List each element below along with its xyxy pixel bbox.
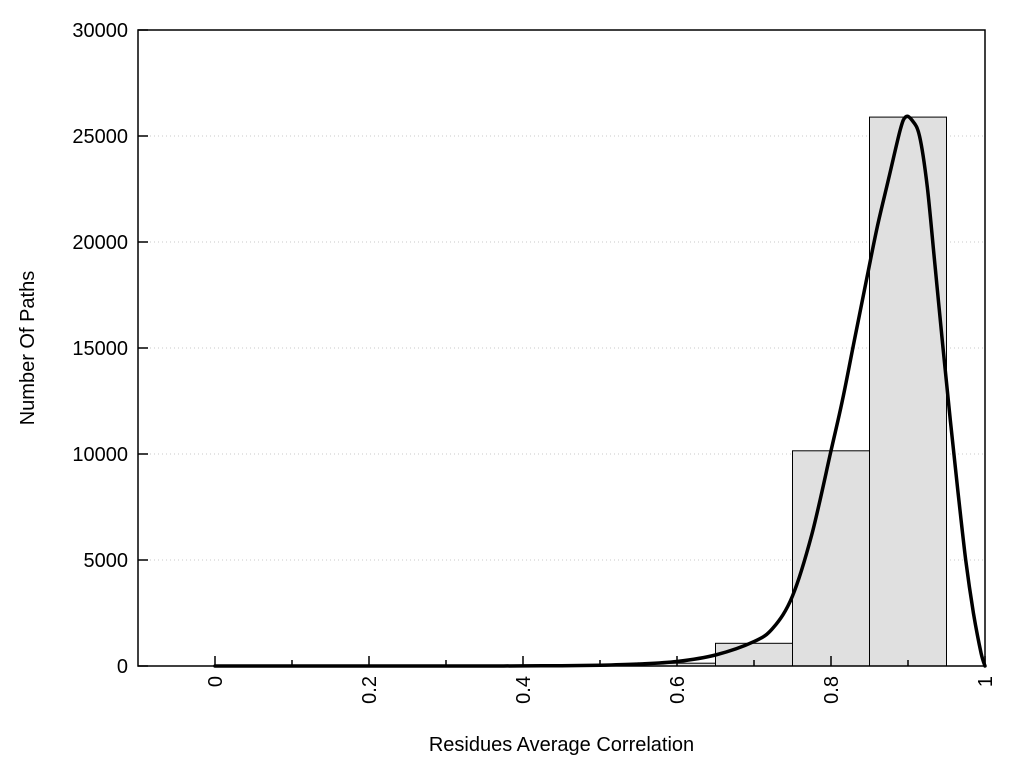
y-axis-title: Number Of Paths — [17, 270, 39, 426]
x-tick-label: 0.2 — [359, 676, 381, 704]
x-axis-title: Residues Average Correlation — [428, 734, 695, 756]
y-tick-label: 25000 — [72, 126, 128, 148]
y-tick-label: 20000 — [72, 232, 128, 254]
x-tick-label: 0.6 — [667, 676, 689, 704]
y-tick-label: 15000 — [72, 338, 128, 360]
histogram-bar — [869, 116, 947, 667]
x-tick-label: 0 — [205, 676, 227, 687]
x-tick-label: 0.8 — [821, 676, 843, 704]
y-tick-label: 0 — [117, 656, 128, 678]
y-tick-label: 30000 — [72, 20, 128, 42]
y-tick-label: 10000 — [72, 444, 128, 466]
y-tick-label: 5000 — [84, 550, 129, 572]
x-tick-label: 0.4 — [513, 676, 535, 704]
x-tick-label: 1 — [975, 676, 997, 687]
